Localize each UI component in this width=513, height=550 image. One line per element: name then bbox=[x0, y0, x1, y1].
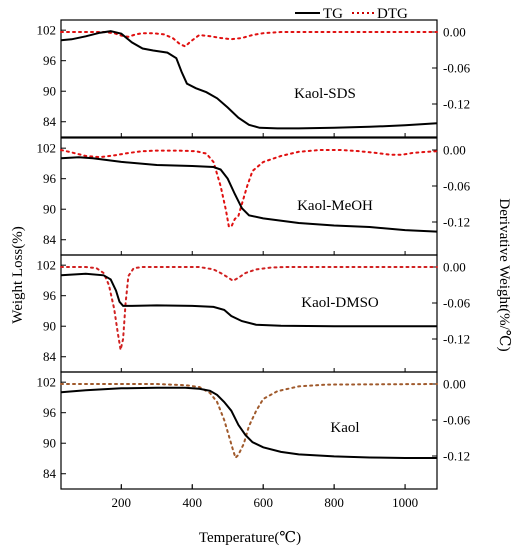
tg-tick-label: 90 bbox=[43, 319, 56, 334]
tg-tick-label: 102 bbox=[37, 141, 57, 156]
dtg-tick-label: 0.00 bbox=[443, 143, 466, 158]
legend: TG DTG bbox=[295, 6, 408, 22]
panel-label: Kaol-DMSO bbox=[301, 295, 379, 311]
dtg-tick-label: 0.00 bbox=[443, 25, 466, 40]
tg-tick-label: 96 bbox=[43, 171, 57, 186]
tg-series-line bbox=[60, 272, 437, 328]
panel-1: 84 90 96 102 0.00 -0.06 -0.12 Kaol-SDS bbox=[37, 19, 471, 138]
dtg-tick-label: -0.12 bbox=[443, 449, 470, 464]
tg-tick-label: 102 bbox=[37, 375, 57, 390]
legend-label-tg: TG bbox=[323, 6, 343, 22]
tg-tick-label: 102 bbox=[37, 258, 57, 273]
panel-2: 84 90 96 102 0.00 -0.06 -0.12 Kaol-MeOH bbox=[37, 137, 471, 256]
panels: 84 90 96 102 0.00 -0.06 -0.12 Kaol-SDS 84 90 96 102… bbox=[37, 19, 471, 490]
panel-label: Kaol-MeOH bbox=[297, 198, 373, 214]
x-tick-label: 200 bbox=[112, 495, 132, 510]
tg-tick-label: 96 bbox=[43, 288, 57, 303]
tg-tick-label: 84 bbox=[43, 114, 57, 129]
y-axis-title-right: Derivative Weight(%/℃) bbox=[496, 198, 512, 351]
tg-tick-label: 102 bbox=[37, 23, 57, 38]
dtg-tick-label: -0.12 bbox=[443, 215, 470, 230]
x-axis-title: Temperature(℃) bbox=[199, 530, 301, 546]
tg-series-line bbox=[60, 386, 437, 459]
tg-tick-label: 90 bbox=[43, 436, 56, 451]
x-tick-label: 1000 bbox=[392, 495, 418, 510]
tg-series-line bbox=[60, 30, 438, 130]
dtg-tick-label: -0.06 bbox=[443, 61, 471, 76]
tg-tick-label: 84 bbox=[43, 232, 57, 247]
dtg-tick-label: -0.12 bbox=[443, 332, 470, 347]
dtg-series-line bbox=[60, 383, 438, 460]
dtg-tick-label: -0.06 bbox=[443, 296, 471, 311]
dtg-series-line bbox=[60, 266, 438, 351]
panel-4: 84 90 96 102 0.00 -0.06 -0.12 Kaol bbox=[37, 371, 471, 490]
x-tick-label: 800 bbox=[324, 495, 344, 510]
dtg-tick-label: -0.12 bbox=[443, 97, 470, 112]
x-tick-label: 600 bbox=[253, 495, 273, 510]
tg-tick-label: 90 bbox=[43, 202, 56, 217]
tg-series-line bbox=[60, 156, 438, 233]
y-axis-title-left: Weight Loss(%) bbox=[10, 226, 26, 324]
tg-tick-label: 84 bbox=[43, 466, 57, 481]
tg-tick-label: 90 bbox=[43, 84, 56, 99]
x-tick-label: 400 bbox=[182, 495, 202, 510]
dtg-tick-label: -0.06 bbox=[443, 413, 471, 428]
panel-frame bbox=[60, 371, 438, 490]
x-axis: 200 400 600 800 1000 bbox=[112, 484, 418, 510]
dtg-series-line bbox=[60, 31, 438, 48]
dtg-tick-label: -0.06 bbox=[443, 179, 471, 194]
tg-tick-label: 84 bbox=[43, 349, 57, 364]
legend-label-dtg: DTG bbox=[377, 6, 408, 22]
panel-3: 84 90 96 102 0.00 -0.06 -0.12 Kaol-DMSO bbox=[37, 254, 471, 373]
panel-label: Kaol bbox=[330, 420, 359, 436]
tg-tick-label: 96 bbox=[43, 53, 57, 68]
tg-tick-label: 96 bbox=[43, 405, 57, 420]
dtg-tick-label: 0.00 bbox=[443, 377, 466, 392]
panel-frame bbox=[60, 19, 438, 138]
panel-frame bbox=[60, 137, 438, 256]
panel-label: Kaol-SDS bbox=[294, 86, 356, 102]
dtg-tick-label: 0.00 bbox=[443, 260, 466, 275]
dtg-series-line bbox=[60, 149, 438, 228]
panel-frame bbox=[60, 254, 438, 373]
